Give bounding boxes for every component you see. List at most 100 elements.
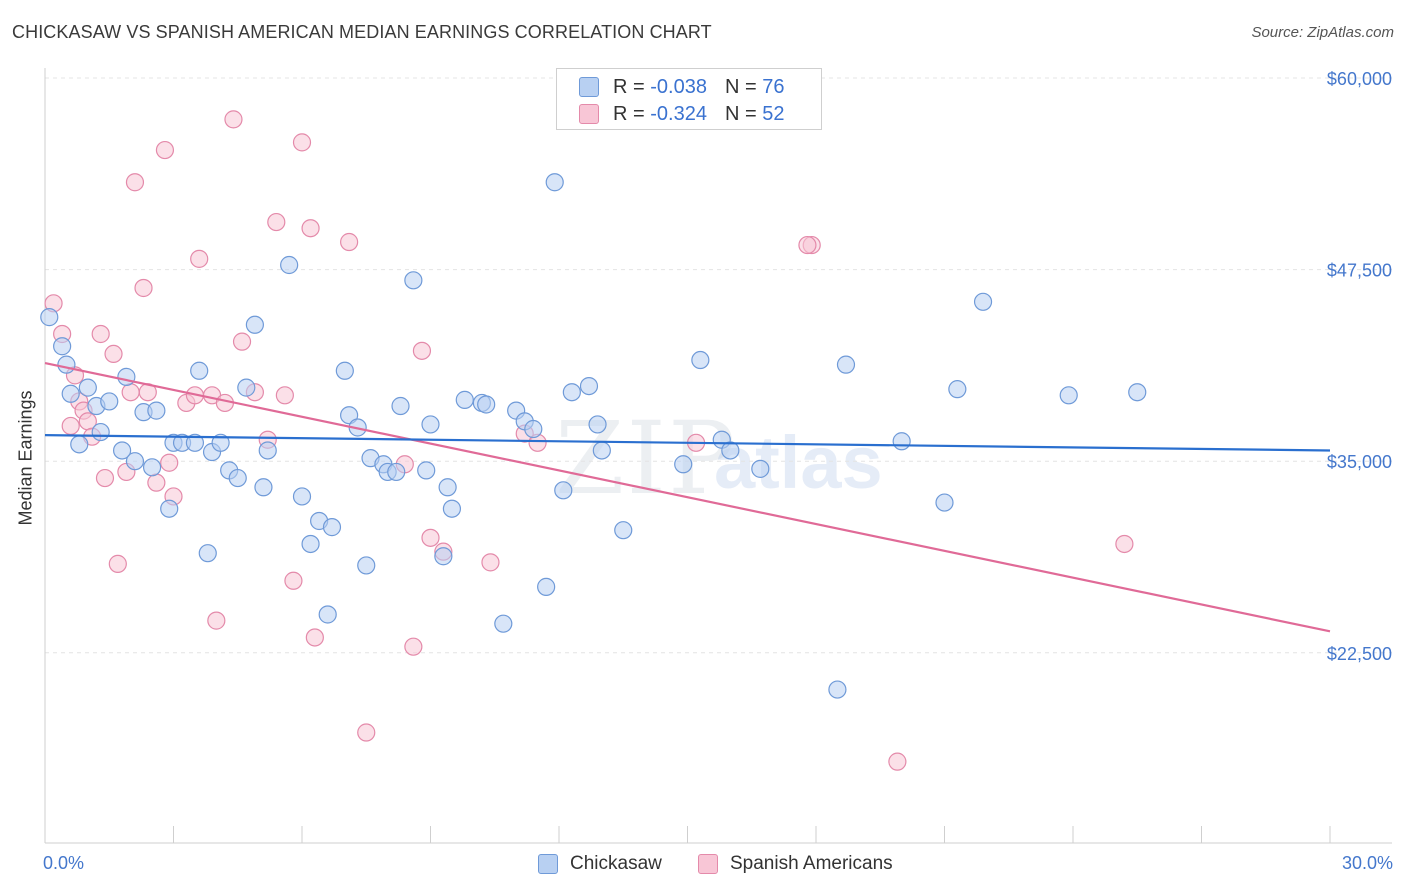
spanish-americans-point <box>121 383 140 402</box>
spanish-americans-point <box>95 468 115 488</box>
chickasaw-trend-line <box>44 434 1331 452</box>
chickasaw-legend-swatch <box>538 854 558 874</box>
y-tick-label: $60,000 <box>1327 69 1392 89</box>
chickasaw-point <box>100 392 119 411</box>
chickasaw-point <box>228 468 247 488</box>
chickasaw-point <box>318 605 337 624</box>
chickasaw-point <box>836 355 856 374</box>
spanish-americans-point <box>275 386 294 405</box>
legend-r-value: -0.324 <box>650 102 707 125</box>
chickasaw-point <box>614 521 633 540</box>
chickasaw-point <box>973 292 993 311</box>
chickasaw-legend-label: Chickasaw <box>570 853 662 874</box>
chickasaw-point <box>391 396 410 416</box>
spanish-americans-point <box>1115 534 1134 554</box>
spanish-americans-point <box>421 528 440 547</box>
spanish-americans-point <box>207 611 226 630</box>
chickasaw-point <box>258 441 277 460</box>
legend-n-value: 76 <box>762 75 785 98</box>
x-tick-label: 0.0% <box>43 853 84 873</box>
chickasaw-point <box>160 499 179 518</box>
legend-n-label: N = <box>724 75 763 98</box>
chickasaw-point <box>721 441 740 460</box>
chickasaw-point <box>61 384 80 403</box>
chickasaw-point <box>674 455 693 474</box>
spanish-americans-point <box>134 278 153 298</box>
chickasaw-point <box>588 415 607 434</box>
legend-row-spanish-americans: R = -0.324 N = 52 <box>579 102 784 126</box>
trend-lines <box>44 362 1331 633</box>
spanish-americans-point <box>61 416 80 436</box>
tick-labels: $22,500 $35,000 $47,500 $60,000 0.0% 30.0% <box>43 69 1393 873</box>
legend-r-label: R = <box>613 102 651 125</box>
chickasaw-point <box>125 452 145 471</box>
chickasaw-point <box>421 415 440 434</box>
chickasaw-point <box>292 487 312 506</box>
chickasaw-point <box>70 435 89 454</box>
chickasaw-point <box>545 173 564 192</box>
chickasaw-point <box>237 378 256 397</box>
chickasaw-point <box>751 459 770 478</box>
spanish-americans-legend-label: Spanish Americans <box>730 853 893 874</box>
source-credit: Source: ZipAtlas.com <box>1251 24 1394 41</box>
chickasaw-point <box>335 361 354 380</box>
chickasaw-point <box>438 478 457 497</box>
bottom-legend-chickasaw: Chickasaw <box>538 852 662 876</box>
chickasaw-point <box>494 614 513 633</box>
spanish-americans-point <box>481 553 500 572</box>
spanish-americans-point <box>888 752 907 771</box>
chickasaw-point <box>142 458 162 477</box>
y-tick-label: $22,500 <box>1327 644 1392 664</box>
chickasaw-point <box>537 577 556 596</box>
spanish-americans-point <box>357 723 376 742</box>
chickasaw-point <box>147 401 166 420</box>
chickasaw-point <box>117 367 136 386</box>
chickasaw-swatch <box>579 77 599 97</box>
legend-n-value: 52 <box>762 102 785 125</box>
spanish-americans-point <box>125 173 145 192</box>
chickasaw-point <box>387 462 406 482</box>
chickasaw-point <box>524 419 543 439</box>
chickasaw-point <box>691 350 710 370</box>
chart-title: CHICKASAW VS SPANISH AMERICAN MEDIAN EAR… <box>12 22 712 42</box>
spanish-americans-point <box>292 133 312 152</box>
chickasaw-point <box>442 499 462 518</box>
chickasaw-point <box>948 380 967 399</box>
correlation-legend: R = -0.038 N = 76 R = -0.324 N = 52 <box>556 68 822 130</box>
chickasaw-point <box>245 315 264 334</box>
chickasaw-point <box>57 355 76 374</box>
chickasaw-point <box>592 441 611 460</box>
spanish-americans-point <box>798 235 817 255</box>
spanish-americans-point <box>147 473 166 492</box>
bottom-legend-spanish-americans: Spanish Americans <box>698 852 893 876</box>
chickasaw-point <box>190 361 209 380</box>
chickasaw-point <box>254 478 273 497</box>
chickasaw-point <box>455 390 474 409</box>
legend-r-value: -0.038 <box>650 75 707 98</box>
spanish-americans-point <box>232 332 252 351</box>
legend-r-label: R = <box>613 75 651 98</box>
chickasaw-point <box>211 433 230 452</box>
chickasaw-point <box>322 518 342 537</box>
legend-row-chickasaw: R = -0.038 N = 76 <box>579 75 784 99</box>
chickasaw-point <box>91 422 110 442</box>
spanish-americans-point <box>91 324 110 344</box>
series-spanish-americans <box>44 110 1134 771</box>
spanish-americans-point <box>412 341 432 360</box>
chickasaw-point <box>40 308 59 327</box>
spanish-americans-point <box>104 344 123 364</box>
spanish-americans-point <box>160 453 179 472</box>
spanish-americans-point <box>301 219 320 238</box>
chickasaw-point <box>280 255 299 275</box>
spanish-americans-point <box>284 571 303 590</box>
chickasaw-point <box>477 395 496 414</box>
spanish-americans-trend-line <box>44 362 1331 633</box>
spanish-americans-point <box>108 554 127 573</box>
spanish-americans-point <box>404 637 423 656</box>
spanish-americans-point <box>340 232 359 252</box>
chickasaw-point <box>185 433 205 452</box>
spanish-americans-legend-swatch <box>698 854 718 874</box>
spanish-americans-point <box>305 628 324 647</box>
grid-lines <box>45 77 1392 654</box>
